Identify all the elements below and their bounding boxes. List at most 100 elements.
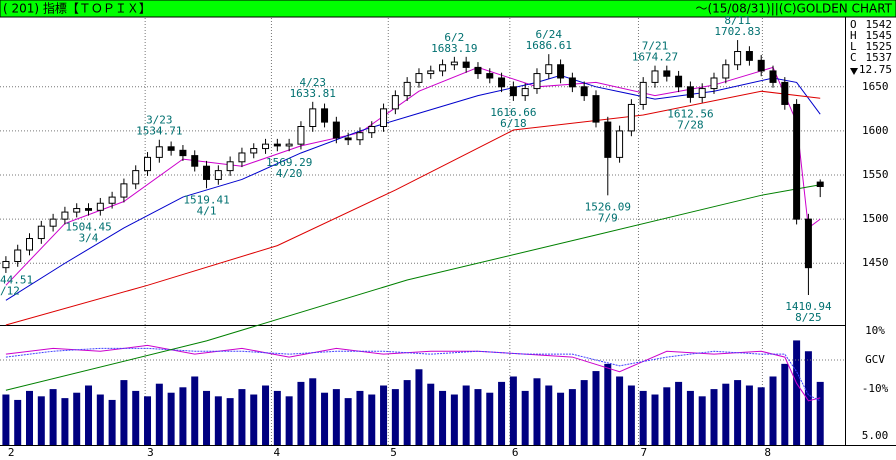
annotation: 1410.94: [785, 300, 832, 313]
volume-bar: [734, 380, 742, 445]
volume-bar: [344, 398, 352, 445]
y-tick-label: 5.00: [862, 429, 889, 442]
volume-bar: [450, 394, 458, 445]
annotation: 44.51: [0, 274, 33, 287]
annotation: 1683.19: [431, 42, 477, 55]
ohlc-value: 1542: [866, 18, 893, 31]
annotation: 6/18: [500, 117, 527, 130]
volume-bar: [545, 385, 553, 445]
indicator-line: [5, 347, 821, 402]
y-tick-label: 1650: [862, 80, 889, 93]
volume-bar: [108, 399, 116, 445]
ohlc-label: C: [850, 51, 857, 64]
volume-bar: [439, 390, 447, 445]
candle-body: [533, 73, 541, 90]
candle-body: [616, 130, 624, 158]
candle-body: [191, 155, 199, 167]
volume-bar: [2, 394, 10, 445]
candle-body: [651, 70, 659, 83]
x-tick-label: 4: [273, 446, 280, 459]
annotation: 1686.61: [526, 39, 572, 52]
candle-body: [49, 218, 57, 227]
candle-body: [391, 95, 399, 110]
candle-body: [498, 77, 506, 88]
candle-body: [61, 211, 69, 220]
volume-bar: [26, 390, 34, 445]
candle-body: [757, 59, 765, 72]
volume-bar: [639, 390, 647, 445]
candle-body: [675, 75, 683, 88]
candle-body: [332, 121, 340, 139]
candle-body: [14, 249, 22, 262]
volume-bar: [804, 351, 812, 445]
x-tick-label: 6: [512, 446, 519, 459]
volume-bar: [321, 392, 329, 445]
volume-bar: [686, 390, 694, 445]
candle-body: [2, 260, 10, 269]
y-tick-label: 1450: [862, 256, 889, 269]
y-tick-label: 10%: [865, 324, 885, 337]
annotation: 1616.66: [490, 106, 536, 119]
annotation: 7/28: [677, 119, 704, 132]
volume-bar: [698, 396, 706, 445]
candle-body: [120, 183, 128, 198]
candle-body: [356, 132, 364, 141]
candle-body: [297, 126, 305, 145]
candle-body: [179, 149, 187, 157]
ohlc-value: 1525: [866, 40, 893, 53]
candle-body: [769, 70, 777, 83]
ohlc-value: 1545: [866, 29, 893, 42]
volume-bar: [533, 378, 541, 445]
y-tick-label: 1550: [862, 168, 889, 181]
candle-body: [804, 218, 812, 269]
volume-bar: [238, 389, 246, 445]
annotation: 4/1: [197, 204, 217, 217]
volume-bar: [521, 390, 529, 445]
candle-body: [250, 148, 258, 154]
volume-bar: [651, 394, 659, 445]
volume-bar: [167, 392, 175, 445]
volume-bar: [14, 399, 22, 445]
candle-body: [96, 202, 104, 211]
annotation: 1612.56: [667, 108, 713, 121]
annotation: 1633.81: [290, 87, 336, 100]
ohlc-value: 1537: [866, 51, 893, 64]
candle-body: [344, 137, 352, 141]
candle-body: [214, 170, 222, 180]
candle-body: [132, 170, 140, 185]
volume-bar: [144, 396, 152, 445]
annotation: 1674.27: [632, 51, 678, 64]
candle-body: [793, 103, 801, 220]
volume-bar: [191, 376, 199, 445]
volume-bar: [580, 380, 588, 445]
candle-body: [273, 143, 281, 147]
candle-body: [604, 121, 612, 158]
x-tick-label: 2: [8, 446, 15, 459]
volume-bar: [757, 387, 765, 445]
candle-body: [309, 108, 317, 128]
volume-bar: [568, 389, 576, 445]
y-tick-label: 1500: [862, 212, 889, 225]
annotation: 3/23: [146, 114, 173, 127]
y-tick-label: GCV: [865, 353, 885, 366]
volume-bar: [356, 390, 364, 445]
candle-body: [427, 70, 435, 75]
annotation: 3/4: [79, 232, 99, 245]
y-tick-label: -10%: [862, 382, 889, 395]
candle-body: [781, 81, 789, 105]
candle-body: [816, 181, 824, 187]
volume-bar: [710, 389, 718, 445]
y-tick-label: 1600: [862, 124, 889, 137]
candle-body: [557, 64, 565, 79]
candle-body: [710, 77, 718, 90]
annotation: 8/11: [724, 14, 751, 27]
ohlc-change: 12.75: [859, 63, 892, 76]
volume-bar: [262, 385, 270, 445]
annotation: 1569.29: [266, 156, 312, 169]
volume-bar: [793, 340, 801, 445]
x-tick-label: 5: [390, 446, 397, 459]
x-tick-label: 8: [764, 446, 771, 459]
candle-body: [580, 86, 588, 97]
candle-body: [663, 70, 671, 77]
